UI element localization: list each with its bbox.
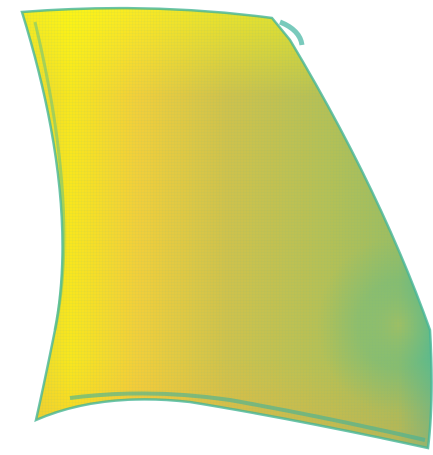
surface-mesh bbox=[22, 8, 432, 448]
surface-render bbox=[0, 0, 433, 455]
surface bbox=[22, 8, 432, 448]
page bbox=[0, 0, 433, 455]
